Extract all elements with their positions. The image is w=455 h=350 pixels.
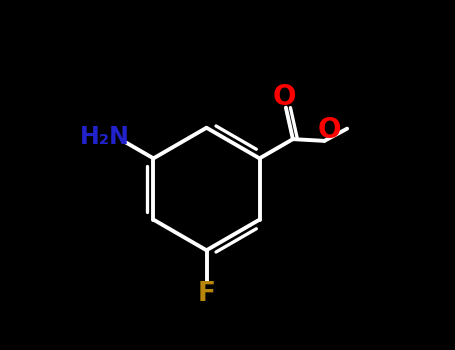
Text: F: F (197, 281, 216, 307)
Text: O: O (318, 116, 341, 144)
Text: O: O (273, 83, 296, 111)
Text: H₂N: H₂N (80, 125, 130, 149)
